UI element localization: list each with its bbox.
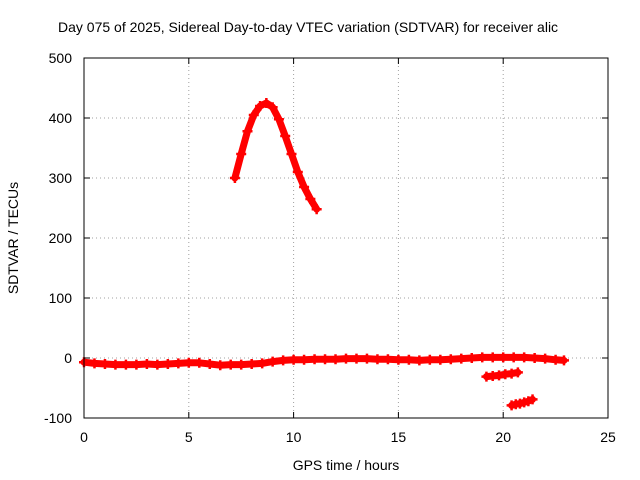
x-axis-label: GPS time / hours xyxy=(293,457,400,473)
data-point xyxy=(403,354,414,365)
data-series xyxy=(79,98,569,411)
data-point xyxy=(372,354,383,365)
data-point xyxy=(89,358,100,369)
y-tick-label: 100 xyxy=(49,290,73,306)
series-arc-minus-30 xyxy=(481,367,523,382)
data-point xyxy=(152,359,163,370)
y-tick-label: 500 xyxy=(49,50,73,66)
data-point xyxy=(519,352,530,363)
y-axis-label: SDTVAR / TECUs xyxy=(5,182,21,294)
x-tick-label: 10 xyxy=(286,429,302,445)
data-point xyxy=(292,167,303,177)
data-point xyxy=(361,353,372,364)
data-point xyxy=(267,102,278,113)
data-point xyxy=(477,352,488,363)
data-point xyxy=(141,359,152,369)
data-point xyxy=(99,359,110,369)
x-tick-label: 15 xyxy=(391,429,407,445)
data-point xyxy=(229,173,240,183)
data-point xyxy=(498,352,509,363)
data-point xyxy=(267,356,278,367)
series-high-arc xyxy=(229,98,322,215)
data-point xyxy=(445,354,456,365)
data-point xyxy=(215,360,226,371)
data-point xyxy=(299,354,310,365)
series-main-arc xyxy=(79,352,569,371)
data-point xyxy=(257,358,268,369)
data-point xyxy=(382,354,393,365)
data-point xyxy=(299,182,310,192)
data-point xyxy=(183,357,194,368)
tick-labels: 0 5 10 15 20 25 -100 0 100 200 300 400 500 xyxy=(44,50,616,445)
x-tick-label: 5 xyxy=(185,429,193,445)
data-point xyxy=(242,126,253,137)
data-point xyxy=(550,354,561,365)
data-point xyxy=(305,194,316,204)
data-point xyxy=(311,204,322,215)
x-tick-label: 25 xyxy=(600,429,616,445)
axis-ticks xyxy=(83,57,609,419)
data-point xyxy=(204,359,215,369)
data-point xyxy=(351,353,362,364)
data-point xyxy=(131,359,142,370)
data-point xyxy=(225,359,236,370)
x-tick-label: 0 xyxy=(80,429,88,445)
data-point xyxy=(194,357,205,368)
data-point xyxy=(508,352,519,363)
data-point xyxy=(414,355,425,366)
y-tick-label: 300 xyxy=(49,170,73,186)
data-point xyxy=(424,354,435,365)
data-point xyxy=(393,354,404,365)
data-point xyxy=(512,367,523,378)
data-point xyxy=(173,358,184,369)
data-point xyxy=(527,394,538,405)
data-point xyxy=(456,353,467,364)
data-point xyxy=(466,353,477,363)
data-point xyxy=(246,359,257,369)
data-point xyxy=(110,359,121,370)
data-point xyxy=(558,355,569,366)
series-arc-minus-80 xyxy=(506,394,538,411)
y-tick-label: 400 xyxy=(49,110,73,126)
data-point xyxy=(330,354,341,365)
data-point xyxy=(255,101,266,111)
data-point xyxy=(162,359,173,369)
data-point xyxy=(540,353,551,364)
data-point xyxy=(236,149,247,159)
data-point xyxy=(288,354,299,365)
chart-title: Day 075 of 2025, Sidereal Day-to-day VTE… xyxy=(58,19,558,35)
data-point xyxy=(341,353,351,364)
data-point xyxy=(320,354,331,365)
data-point xyxy=(435,354,446,365)
data-point xyxy=(273,114,284,125)
data-point xyxy=(278,355,289,366)
y-tick-label: 0 xyxy=(64,350,72,366)
data-point xyxy=(529,353,540,363)
y-tick-label: -100 xyxy=(44,410,72,426)
x-tick-label: 20 xyxy=(495,429,511,445)
data-point xyxy=(286,149,297,159)
data-point xyxy=(309,354,320,365)
data-point xyxy=(487,352,498,363)
data-point xyxy=(120,359,131,370)
data-point xyxy=(248,110,259,120)
data-point xyxy=(261,98,272,108)
data-point xyxy=(236,359,247,370)
y-tick-label: 200 xyxy=(49,230,73,246)
data-point xyxy=(280,131,291,141)
